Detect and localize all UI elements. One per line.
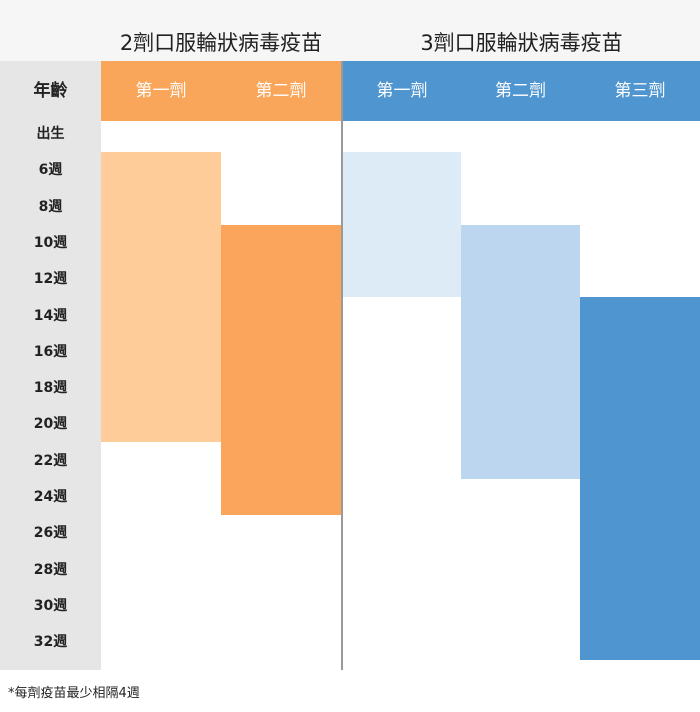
age-label: 12週 xyxy=(33,271,68,288)
age-label: 14週 xyxy=(33,307,68,324)
three-dose-title: 3劑口服輪狀病毒疫苗 xyxy=(420,31,623,55)
dose-header: 第一劑 xyxy=(343,61,461,121)
two-dose-title: 2劑口服輪狀病毒疫苗 xyxy=(119,31,323,55)
dose-window-bar xyxy=(461,224,580,479)
dose-window-bar xyxy=(221,224,341,515)
age-label: 30週 xyxy=(33,597,68,614)
dose-header: 第二劑 xyxy=(461,61,580,121)
dose-window-bar xyxy=(343,152,461,298)
dose-window-bar xyxy=(101,152,221,443)
title-bar xyxy=(0,0,700,61)
age-column xyxy=(0,61,101,670)
footnote: *每劑疫苗最少相隔4週 xyxy=(8,686,140,701)
age-header: 年齡 xyxy=(33,81,68,101)
age-label: 26週 xyxy=(33,525,68,542)
age-label: 10週 xyxy=(33,234,68,251)
age-label: 出生 xyxy=(36,126,65,142)
dose-window-bar xyxy=(580,297,700,661)
dose-header: 第三劑 xyxy=(580,61,700,121)
group-divider xyxy=(341,61,343,670)
age-label: 28週 xyxy=(33,561,68,578)
age-label: 18週 xyxy=(33,380,68,397)
age-label: 20週 xyxy=(33,416,68,433)
dose-header: 第二劑 xyxy=(221,61,341,121)
dose-header: 第一劑 xyxy=(101,61,221,121)
age-label: 32週 xyxy=(33,634,68,651)
age-label: 16週 xyxy=(33,343,68,360)
age-label: 24週 xyxy=(33,489,68,505)
age-label: 6週 xyxy=(38,162,63,179)
age-label: 8週 xyxy=(38,198,63,215)
age-label: 22週 xyxy=(33,452,68,469)
